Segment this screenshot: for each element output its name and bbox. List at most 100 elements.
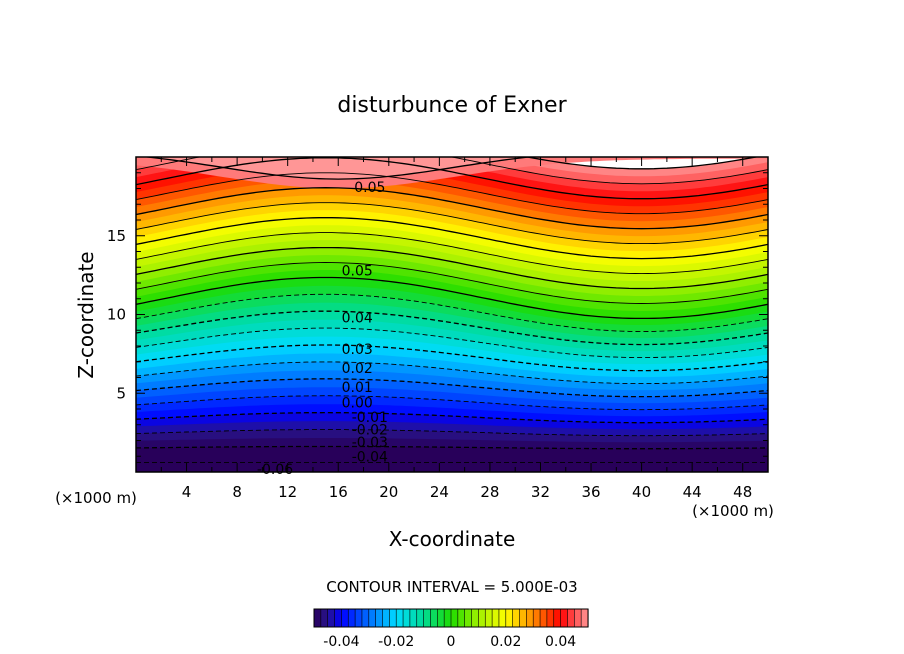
contour-label: -0.04	[352, 449, 388, 465]
x-unit-right: (×1000 m)	[692, 502, 774, 520]
colorbar-tick-label: -0.04	[323, 634, 359, 650]
x-tick-label: 20	[379, 483, 398, 501]
colorbar-cell	[450, 608, 459, 628]
colorbar-cell	[471, 608, 479, 628]
colorbar-cell	[512, 608, 521, 628]
contour-line	[136, 246, 768, 290]
colorbar-cell	[341, 608, 349, 628]
x-tick-label: 40	[632, 483, 651, 501]
y-tick-label: 15	[107, 227, 126, 245]
x-tick-label: 28	[480, 483, 499, 501]
colorbar-cell	[436, 608, 445, 628]
colorbar-cell	[416, 608, 425, 628]
x-tick-label: 48	[733, 483, 752, 501]
contour-line	[523, 157, 760, 170]
y-tick-label: 10	[107, 306, 126, 324]
contour-label: 0.01	[342, 380, 373, 396]
colorbar-cell	[382, 608, 390, 628]
contour-field	[136, 157, 768, 472]
contour-label: 0.04	[342, 311, 373, 327]
contour-line	[136, 232, 768, 275]
x-tick-label: 24	[430, 483, 449, 501]
colorbar-cell	[560, 608, 569, 628]
contour-label: -0.01	[352, 410, 388, 426]
colorbar-cell	[567, 608, 575, 628]
contour-lines	[136, 157, 768, 464]
colorbar-cell	[573, 608, 582, 628]
colorbar-cell	[532, 608, 541, 628]
contour-label: -0.06	[257, 462, 293, 478]
colorbar-cell	[334, 608, 342, 628]
contour-line	[136, 429, 768, 437]
colorbar-cell	[361, 608, 370, 628]
y-axis-ticks: 5 10 15	[107, 156, 768, 457]
colorbar-tick-label: 0.02	[490, 634, 521, 650]
colorbar-tick-label: -0.02	[378, 634, 414, 650]
contour-label: 0.03	[342, 342, 373, 358]
colorbar-frame	[313, 608, 589, 628]
colorbar	[313, 608, 589, 628]
contour-line	[136, 157, 768, 185]
x-axis-label: X-coordinate	[389, 527, 516, 551]
contour-line	[136, 445, 768, 450]
colorbar-cell	[375, 608, 384, 628]
colorbar-cell	[457, 608, 466, 628]
colorbar-cell	[368, 608, 377, 628]
colorbar-cell	[423, 608, 432, 628]
field-band-top	[136, 157, 768, 161]
field-band-top	[136, 157, 768, 170]
contour-label: 0.05	[342, 263, 373, 279]
colorbar-cell	[402, 608, 411, 628]
contour-line	[136, 327, 768, 359]
contour-label: 0.00	[342, 396, 373, 412]
contour-line	[136, 310, 768, 346]
contour-line	[136, 411, 768, 424]
colorbar-cell	[409, 608, 418, 628]
contour-line	[136, 216, 768, 260]
colorbar-cell	[347, 608, 356, 628]
contour-label: 0.02	[342, 361, 373, 377]
x-tick-label: 16	[329, 483, 348, 501]
contour-line	[136, 395, 768, 411]
contour-line	[136, 157, 768, 200]
x-unit-left: (×1000 m)	[55, 489, 137, 507]
colorbar-tick-label: 0.04	[545, 634, 576, 650]
colorbar-cell	[327, 608, 336, 628]
colorbar-cell	[580, 608, 589, 628]
colorbar-cell	[395, 608, 404, 628]
x-tick-label: 32	[531, 483, 550, 501]
contour-line	[136, 276, 768, 320]
colorbar-cell	[354, 608, 363, 628]
x-tick-label: 12	[278, 483, 297, 501]
contour-line	[136, 293, 768, 333]
colorbar-cell	[491, 608, 500, 628]
colorbar-cell	[505, 608, 514, 628]
contour-line	[136, 344, 768, 372]
y-tick-label: 5	[116, 384, 126, 402]
contour-line	[136, 361, 768, 385]
colorbar-cell	[519, 608, 527, 628]
x-tick-label: 44	[683, 483, 702, 501]
colorbar-cell	[498, 608, 507, 628]
contour-labels: 0.050.050.040.030.020.010.00-0.01-0.02-0…	[257, 180, 388, 478]
x-axis-ticks: 4 8 12 16 20 24 28 32 36 40 44 48	[160, 157, 769, 501]
colorbar-cell	[539, 608, 548, 628]
contour-label: 0.05	[354, 180, 385, 196]
contour-line-top	[141, 157, 535, 180]
contour-line	[136, 202, 768, 245]
colorbar-cell	[313, 608, 322, 628]
x-tick-label: 36	[581, 483, 600, 501]
chart-title: disturbunce of Exner	[337, 93, 567, 118]
colorbar-cell	[464, 608, 473, 628]
colorbar-cell	[546, 608, 555, 628]
contour-line	[136, 187, 768, 230]
colorbar-tick-labels: -0.04 -0.02 0 0.02 0.04	[323, 634, 576, 650]
contour-interval-text: CONTOUR INTERVAL = 5.000E-03	[326, 578, 577, 596]
colorbar-cell	[526, 608, 534, 628]
colorbar-cell	[430, 608, 438, 628]
field-band	[136, 462, 768, 472]
colorbar-cell	[553, 608, 562, 628]
contour-label: -0.03	[352, 435, 388, 451]
contour-line	[136, 378, 768, 398]
